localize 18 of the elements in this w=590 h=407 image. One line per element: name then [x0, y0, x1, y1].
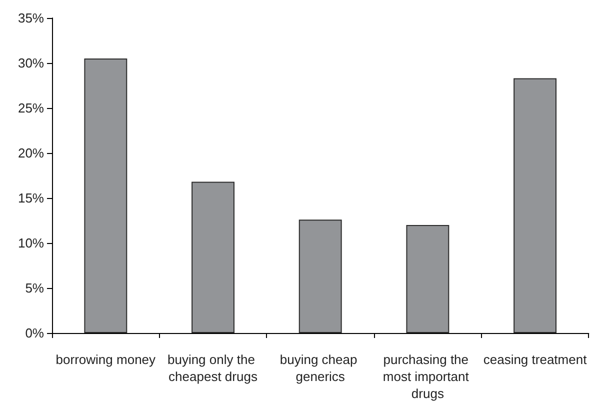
y-tick-label: 30% — [18, 56, 44, 70]
x-tick-label: ceasing treatment — [483, 352, 588, 367]
y-tick-label: 25% — [18, 100, 44, 116]
x-tick-label: buying cheap generics — [280, 352, 361, 384]
y-tick-label: 10% — [18, 236, 44, 250]
x-tick-label: purchasing the most important drugs — [382, 352, 472, 401]
y-tick-label: 35% — [18, 10, 44, 26]
bar — [84, 58, 128, 333]
bar — [298, 220, 342, 333]
x-tick-label: buying only the cheapest drugs — [167, 352, 259, 384]
y-tick-label: 15% — [18, 190, 44, 206]
y-tick-label: 20% — [18, 146, 44, 160]
x-tick-label: borrowing money — [56, 352, 156, 367]
y-tick-label: 0% — [25, 326, 44, 340]
y-tick-label: 5% — [25, 280, 44, 296]
bar — [192, 182, 234, 333]
bar — [514, 78, 556, 333]
bar — [406, 225, 450, 333]
